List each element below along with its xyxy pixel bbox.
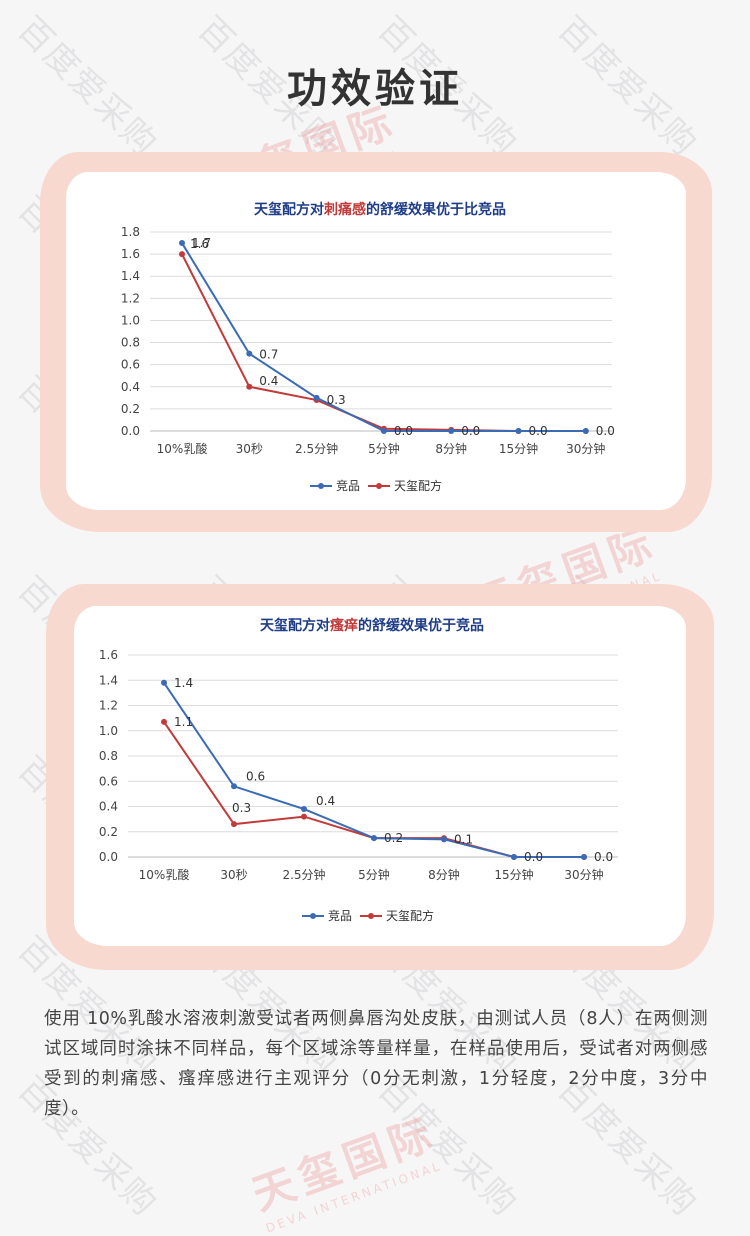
data-point-competitor [231, 783, 237, 790]
description-text: 使用 10%乳酸水溶液刺激受试者两侧鼻唇沟处皮肤，由测试人员（8人）在两侧测试区… [44, 1009, 708, 1119]
data-label: 0.6 [246, 769, 265, 783]
data-label: 0.4 [316, 794, 335, 808]
y-tick-label: 0.8 [121, 336, 140, 350]
legend-marker [318, 483, 324, 489]
x-tick-label: 10%乳酸 [139, 867, 190, 882]
chart-1-panel [66, 172, 686, 510]
y-tick-label: 1.0 [121, 313, 140, 327]
legend-marker [310, 913, 316, 919]
data-point-competitor [179, 240, 185, 247]
legend-label: 天玺配方 [394, 478, 442, 493]
x-tick-label: 5分钟 [358, 867, 390, 882]
data-point-tianxi [161, 718, 167, 725]
chart-title: 天玺配方对刺痛感的舒缓效果优于比竞品 [254, 201, 506, 218]
data-label: 0.0 [461, 424, 480, 438]
x-tick-label: 8分钟 [435, 441, 467, 456]
chart-title-part: 的舒缓效果优于比竞品 [366, 201, 506, 218]
y-tick-label: 1.6 [99, 648, 118, 662]
y-tick-label: 0.4 [99, 800, 118, 814]
chart-title-part: 天玺配方对 [260, 617, 330, 634]
x-tick-label: 8分钟 [428, 867, 460, 882]
x-tick-label: 10%乳酸 [157, 441, 208, 456]
data-point-tianxi [231, 821, 237, 828]
y-tick-label: 1.8 [121, 225, 140, 239]
data-label: 1.6 [190, 237, 209, 251]
legend-marker [368, 913, 374, 919]
data-label: 0.4 [259, 374, 278, 388]
x-tick-label: 30秒 [236, 442, 263, 456]
y-tick-label: 1.0 [99, 724, 118, 738]
data-point-tianxi [179, 251, 185, 258]
chart-title-part: 天玺配方对 [254, 201, 324, 218]
data-label: 0.0 [529, 424, 548, 438]
chart-title-highlight: 瘙痒 [329, 617, 358, 634]
y-tick-label: 1.4 [121, 269, 140, 283]
chart-2-panel [74, 606, 686, 946]
x-tick-label: 15分钟 [494, 867, 533, 882]
data-label: 0.2 [384, 831, 403, 845]
y-tick-label: 0.8 [99, 749, 118, 763]
x-tick-label: 2.5分钟 [295, 441, 338, 456]
data-point-competitor [301, 806, 307, 813]
data-point-competitor [515, 428, 522, 434]
series-line-competitor [163, 682, 584, 858]
data-point-competitor [246, 350, 253, 357]
data-label: 0.0 [394, 424, 413, 438]
data-point-competitor [511, 854, 517, 860]
data-label: 0.0 [594, 850, 613, 864]
data-label: 0.3 [232, 801, 251, 815]
legend-marker [376, 483, 382, 489]
y-tick-label: 1.2 [99, 699, 118, 713]
y-tick-label: 0.4 [121, 380, 140, 394]
y-tick-label: 0.6 [121, 358, 140, 372]
data-label: 0.0 [524, 850, 543, 864]
chart-2: 天玺配方对瘙痒的舒缓效果优于竞品 0.0 0.2 0.4 0.6 0.8 1.0 1.2 1.4… [99, 617, 618, 923]
y-tick-label: 1.4 [99, 673, 118, 687]
chart-1: 天玺配方对刺痛感的舒缓效果优于比竞品 0.0 0.2 0.4 0.6 0.8 1.0 1.2 1… [121, 201, 615, 493]
chart-2-frame [46, 584, 714, 970]
chart-1-frame [40, 152, 712, 532]
data-label: 0.1 [454, 832, 473, 846]
x-tick-label: 30分钟 [564, 867, 603, 882]
data-point-competitor [581, 854, 587, 860]
data-point-competitor [448, 428, 455, 434]
y-tick-label: 0.2 [99, 825, 118, 839]
data-label: 1.1 [174, 715, 193, 729]
chart-title-part: 的舒缓效果优于竞品 [358, 617, 484, 634]
x-tick-label: 30分钟 [566, 441, 605, 456]
legend-label: 天玺配方 [386, 908, 434, 923]
data-point-tianxi [301, 813, 307, 820]
data-label: 1.7 [192, 236, 211, 250]
x-tick-label: 2.5分钟 [282, 867, 325, 882]
x-tick-label: 5分钟 [368, 441, 400, 456]
y-tick-label: 0.0 [99, 850, 118, 864]
data-point-competitor [380, 428, 387, 434]
data-point-competitor [313, 394, 320, 401]
data-label: 0.3 [327, 393, 346, 407]
legend-label: 竞品 [336, 479, 360, 493]
data-point-competitor [371, 835, 377, 842]
data-label: 1.4 [174, 676, 193, 690]
chart-title: 天玺配方对瘙痒的舒缓效果优于竞品 [260, 617, 484, 634]
y-tick-label: 1.2 [121, 291, 140, 305]
y-tick-label: 0.6 [99, 774, 118, 788]
legend-label: 竞品 [328, 909, 352, 923]
data-point-tianxi [246, 383, 253, 390]
data-point-competitor [582, 428, 589, 434]
data-label: 0.7 [259, 348, 278, 362]
data-label: 0.0 [596, 424, 615, 438]
x-tick-label: 30秒 [220, 868, 247, 882]
y-tick-label: 0.0 [121, 424, 140, 438]
x-tick-label: 15分钟 [499, 441, 538, 456]
y-tick-label: 0.2 [121, 402, 140, 416]
chart-title-highlight: 刺痛感 [324, 201, 366, 218]
page-title: 功效验证 [287, 66, 463, 112]
y-tick-label: 1.6 [121, 247, 140, 261]
data-point-competitor [161, 679, 167, 686]
data-point-competitor [441, 836, 447, 843]
